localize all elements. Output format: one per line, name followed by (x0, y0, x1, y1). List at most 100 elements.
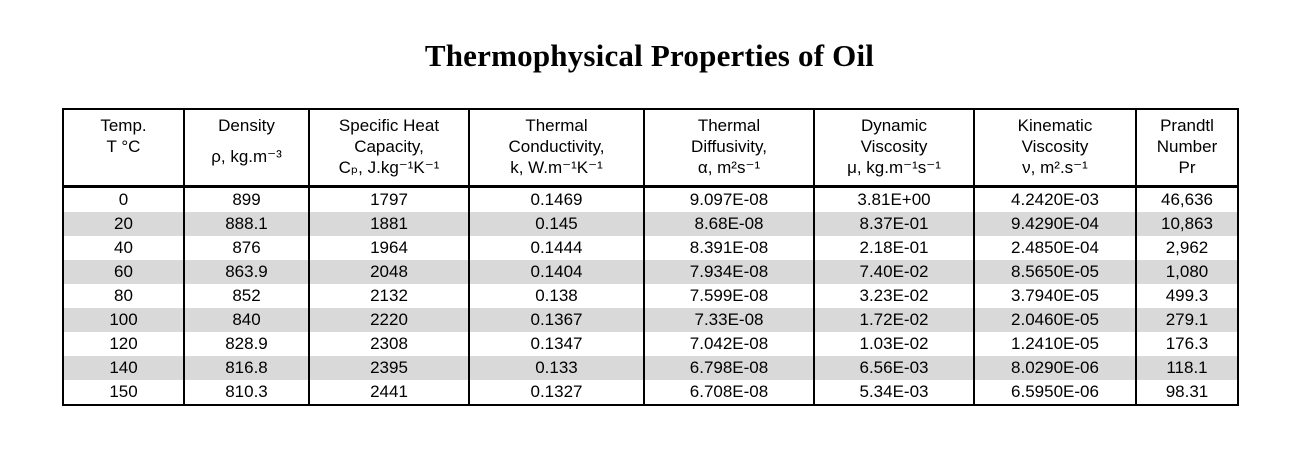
table-cell: 828.9 (183, 332, 309, 356)
table-cell: 40 (114, 238, 133, 257)
table-cell: 816.8 (183, 356, 309, 380)
col-header-kinematic-viscosity: Kinematic Viscosity ν, m².s⁻¹ (973, 109, 1136, 188)
header-line: ν, m².s⁻¹ (1022, 158, 1088, 177)
table-cell: 46,636 (1135, 186, 1238, 212)
table-row: 40 876 1964 0.1444 8.391E-08 2.18E-01 2.… (63, 236, 1238, 260)
table-cell: 852 (183, 284, 309, 308)
header-line: Cₚ, J.kg⁻¹K⁻¹ (338, 158, 440, 177)
table-cell: 1.72E-02 (813, 308, 974, 332)
table-cell: 2.18E-01 (813, 236, 974, 260)
table-cell: 1964 (308, 236, 469, 260)
header-row: Temp. T °C Density ρ, kg.m⁻³ Specific He… (63, 109, 1238, 188)
header-line: Kinematic (1017, 116, 1093, 135)
table-cell: 8.5650E-05 (973, 260, 1136, 284)
table-cell: 8.0290E-06 (973, 356, 1136, 380)
table-row: 20 888.1 1881 0.145 8.68E-08 8.37E-01 9.… (63, 212, 1238, 236)
properties-table-container: Temp. T °C Density ρ, kg.m⁻³ Specific He… (62, 108, 1239, 406)
header-line: ρ, kg.m⁻³ (211, 147, 282, 166)
table-cell: 279.1 (1135, 308, 1238, 332)
table-cell: 2132 (308, 284, 469, 308)
table-cell: 2,962 (1135, 236, 1238, 260)
table-cell: 0 (118, 190, 129, 209)
table-row: 60 863.9 2048 0.1404 7.934E-08 7.40E-02 … (63, 260, 1238, 284)
table-cell: 4.2420E-03 (973, 186, 1136, 212)
table-cell: 20 (114, 214, 133, 233)
col-header-temperature: Temp. T °C (63, 109, 184, 188)
table-cell: 6.798E-08 (643, 356, 814, 380)
header-line: μ, kg.m⁻¹s⁻¹ (847, 158, 941, 177)
table-cell: 840 (183, 308, 309, 332)
table-cell: 118.1 (1135, 356, 1238, 380)
col-header-thermal-diffusivity: Thermal Diffusivity, α, m²s⁻¹ (643, 109, 814, 188)
table-cell: 3.23E-02 (813, 284, 974, 308)
col-header-dynamic-viscosity: Dynamic Viscosity μ, kg.m⁻¹s⁻¹ (813, 109, 974, 188)
header-line: Pr (1178, 158, 1196, 177)
table-cell: 6.5950E-06 (973, 380, 1136, 405)
table-cell: 0.145 (468, 212, 644, 236)
col-header-density: Density ρ, kg.m⁻³ (183, 109, 309, 188)
col-header-specific-heat-capacity: Specific Heat Capacity, Cₚ, J.kg⁻¹K⁻¹ (308, 109, 469, 188)
header-line: Dynamic (860, 116, 928, 135)
table-cell: 899 (183, 186, 309, 212)
table-cell: 7.599E-08 (643, 284, 814, 308)
table-cell: 7.33E-08 (643, 308, 814, 332)
table-cell: 0.1347 (468, 332, 644, 356)
table-cell: 2395 (308, 356, 469, 380)
table-row: 150 810.3 2441 0.1327 6.708E-08 5.34E-03… (63, 380, 1238, 405)
table-cell: 810.3 (183, 380, 309, 405)
header-line: Viscosity (860, 137, 928, 156)
header-line: Temp. (100, 116, 147, 135)
table-row: 100 840 2220 0.1367 7.33E-08 1.72E-02 2.… (63, 308, 1238, 332)
table-cell: 0.138 (468, 284, 644, 308)
table-row: 0 899 1797 0.1469 9.097E-08 3.81E+00 4.2… (63, 186, 1238, 212)
table-row: 120 828.9 2308 0.1347 7.042E-08 1.03E-02… (63, 332, 1238, 356)
table-cell: 140 (109, 358, 138, 377)
table-cell: 499.3 (1135, 284, 1238, 308)
table-cell: 6.56E-03 (813, 356, 974, 380)
table-cell: 60 (114, 262, 133, 281)
table-cell: 876 (183, 236, 309, 260)
header-line: T °C (106, 137, 141, 156)
header-line: Viscosity (1021, 137, 1089, 156)
table-cell: 2220 (308, 308, 469, 332)
header-line: k, W.m⁻¹K⁻¹ (510, 158, 603, 177)
table-cell: 100 (109, 310, 138, 329)
table-cell: 150 (109, 382, 138, 401)
table-row: 80 852 2132 0.138 7.599E-08 3.23E-02 3.7… (63, 284, 1238, 308)
table-cell: 888.1 (183, 212, 309, 236)
table-row: 140 816.8 2395 0.133 6.798E-08 6.56E-03 … (63, 356, 1238, 380)
header-line: Number (1156, 137, 1218, 156)
table-cell: 0.1367 (468, 308, 644, 332)
table-cell: 863.9 (183, 260, 309, 284)
table-body: 0 899 1797 0.1469 9.097E-08 3.81E+00 4.2… (63, 186, 1238, 405)
table-cell: 3.81E+00 (813, 186, 974, 212)
header-line: Specific Heat (338, 116, 440, 135)
table-cell: 5.34E-03 (813, 380, 974, 405)
table-cell: 9.4290E-04 (973, 212, 1136, 236)
table-cell: 7.40E-02 (813, 260, 974, 284)
page-title: Thermophysical Properties of Oil (424, 38, 875, 73)
properties-table: Temp. T °C Density ρ, kg.m⁻³ Specific He… (62, 108, 1239, 406)
table-cell: 1797 (308, 186, 469, 212)
table-cell: 176.3 (1135, 332, 1238, 356)
table-cell: 7.934E-08 (643, 260, 814, 284)
header-line: Thermal (697, 116, 761, 135)
table-cell: 1,080 (1135, 260, 1238, 284)
table-cell: 1881 (308, 212, 469, 236)
table-cell: 1.03E-02 (813, 332, 974, 356)
table-cell: 6.708E-08 (643, 380, 814, 405)
table-cell: 80 (114, 286, 133, 305)
table-cell: 2441 (308, 380, 469, 405)
table-header: Temp. T °C Density ρ, kg.m⁻³ Specific He… (63, 109, 1238, 188)
table-cell: 0.1444 (468, 236, 644, 260)
table-cell: 9.097E-08 (643, 186, 814, 212)
header-line: Capacity, (354, 137, 424, 156)
header-line: Diffusivity, (691, 137, 767, 156)
header-line: Thermal (525, 116, 588, 135)
table-cell: 2308 (308, 332, 469, 356)
header-line: Density (218, 116, 275, 135)
table-cell: 2.0460E-05 (973, 308, 1136, 332)
table-cell: 0.1469 (468, 186, 644, 212)
table-cell: 8.391E-08 (643, 236, 814, 260)
table-cell: 0.1327 (468, 380, 644, 405)
